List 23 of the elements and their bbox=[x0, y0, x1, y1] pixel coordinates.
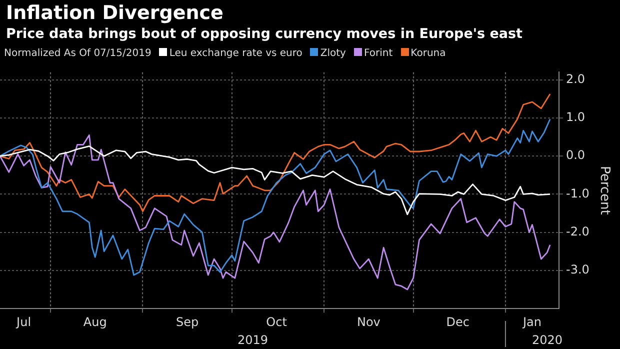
legend-label: Forint bbox=[362, 48, 393, 59]
x-tick-label: Nov bbox=[356, 314, 380, 329]
legend-label: Koruna bbox=[410, 48, 446, 59]
y-tick-label: 2.0 bbox=[566, 72, 586, 86]
y-tick-label: 1.0 bbox=[566, 110, 586, 124]
y-axis-title: Percent bbox=[596, 166, 612, 215]
x-tick-label: Oct bbox=[266, 314, 288, 329]
chart-title: Inflation Divergence bbox=[6, 2, 224, 24]
x-tick-label: Jan bbox=[522, 314, 542, 329]
y-tick-label: 0.0 bbox=[566, 148, 586, 162]
y-tick-label: -2.0 bbox=[566, 224, 590, 238]
text: 2019 bbox=[237, 333, 268, 348]
x-tick-label: Sep bbox=[176, 314, 199, 329]
legend-label: Leu exchange rate vs euro bbox=[168, 48, 302, 59]
text: 2020 bbox=[532, 333, 562, 348]
legend-label: Zloty bbox=[319, 48, 346, 59]
x-tick-label: Aug bbox=[83, 314, 107, 329]
x-tick-label: Jul bbox=[16, 314, 32, 329]
chart-subtitle: Price data brings bout of opposing currency moves in Europe's east bbox=[6, 26, 522, 42]
x-tick-label: Dec bbox=[446, 314, 470, 329]
y-tick-label: -1.0 bbox=[566, 186, 590, 200]
legend-title: Normalized As Of 07/15/2019 bbox=[4, 48, 152, 59]
y-tick-label: -3.0 bbox=[566, 262, 590, 277]
